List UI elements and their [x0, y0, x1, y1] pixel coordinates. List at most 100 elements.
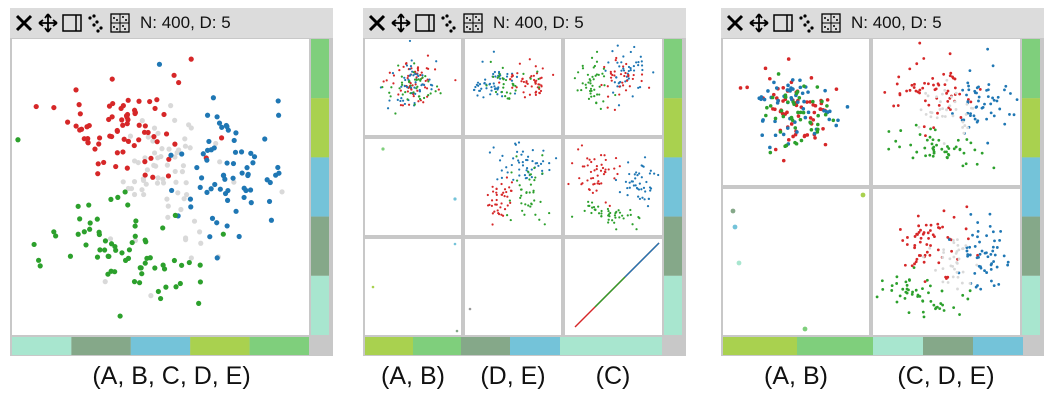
data-point — [607, 221, 610, 224]
scatter-plot-area[interactable] — [12, 39, 331, 355]
data-point — [533, 199, 536, 202]
data-point — [220, 172, 227, 178]
data-point — [968, 253, 972, 257]
data-point — [500, 202, 503, 205]
data-point — [783, 95, 788, 99]
data-point — [928, 246, 932, 250]
data-point — [623, 74, 626, 78]
scatter-window-3: N: 400, D: 5 — [721, 8, 1044, 356]
scatter-icon[interactable] — [84, 11, 108, 35]
data-point — [175, 190, 181, 196]
data-point — [634, 177, 637, 180]
data-point — [196, 229, 203, 235]
data-point — [108, 196, 114, 202]
data-point — [979, 266, 983, 270]
data-point — [626, 193, 629, 197]
data-point — [474, 85, 477, 89]
data-point — [437, 88, 440, 91]
data-point — [952, 147, 956, 151]
data-point — [172, 212, 178, 218]
matrix-icon[interactable] — [108, 11, 132, 35]
data-point — [614, 212, 617, 215]
data-point — [212, 181, 218, 188]
panel-icon[interactable] — [771, 11, 795, 35]
data-point — [599, 154, 603, 157]
data-point — [903, 296, 907, 300]
data-point — [210, 95, 216, 101]
data-point — [505, 190, 508, 194]
data-point — [591, 176, 595, 180]
data-point — [241, 194, 247, 201]
data-point — [534, 81, 537, 85]
data-point — [500, 169, 503, 172]
data-point — [155, 175, 161, 181]
data-point — [591, 191, 594, 194]
data-point — [86, 202, 92, 208]
scatter-matrix-area[interactable] — [723, 39, 1042, 355]
scatter-icon[interactable] — [437, 11, 461, 35]
data-point — [609, 76, 613, 79]
data-point — [492, 75, 495, 78]
data-point — [182, 143, 189, 149]
close-icon[interactable] — [723, 11, 747, 35]
data-point — [413, 103, 416, 106]
data-point — [595, 189, 598, 192]
data-point — [439, 92, 442, 95]
data-point — [629, 67, 632, 70]
data-point — [628, 85, 631, 88]
data-point — [923, 81, 926, 85]
data-point — [499, 206, 502, 209]
data-point — [581, 67, 585, 70]
data-point — [413, 101, 416, 105]
data-point — [200, 151, 206, 157]
data-point — [992, 260, 996, 263]
data-point — [796, 114, 801, 118]
data-point — [946, 235, 950, 239]
data-point — [251, 154, 258, 160]
data-point — [528, 178, 531, 181]
matrix-icon[interactable] — [461, 11, 485, 35]
data-point — [641, 196, 644, 199]
data-point — [764, 113, 768, 118]
data-point — [161, 111, 167, 118]
data-point — [501, 154, 504, 157]
data-point — [786, 100, 790, 104]
close-icon[interactable] — [365, 11, 389, 35]
data-point — [600, 83, 603, 87]
data-point — [520, 202, 523, 205]
data-point — [417, 78, 420, 81]
move-icon[interactable] — [389, 11, 413, 35]
data-point — [625, 79, 629, 82]
data-point — [276, 112, 282, 118]
data-point — [909, 143, 913, 147]
data-point — [831, 118, 836, 123]
data-point — [823, 112, 828, 117]
data-point — [640, 164, 643, 167]
close-icon[interactable] — [12, 11, 36, 35]
move-icon[interactable] — [747, 11, 771, 35]
scatter-icon[interactable] — [795, 11, 819, 35]
data-point — [947, 147, 951, 150]
data-point — [521, 150, 525, 153]
data-point — [736, 260, 742, 266]
dimension-color-bar — [1022, 157, 1040, 217]
data-point — [648, 186, 652, 189]
panel-icon[interactable] — [413, 11, 437, 35]
data-point — [800, 91, 805, 96]
data-point — [151, 162, 157, 168]
data-point — [598, 93, 601, 96]
data-point — [217, 186, 223, 192]
data-point — [422, 96, 426, 100]
data-point — [536, 70, 539, 73]
panel-icon[interactable] — [60, 11, 84, 35]
data-point — [911, 290, 914, 294]
data-point — [204, 112, 211, 118]
data-point — [917, 125, 921, 129]
data-point — [628, 186, 631, 189]
data-point — [523, 174, 527, 177]
scatter-matrix-area[interactable] — [365, 39, 684, 355]
data-point — [958, 92, 962, 96]
data-point — [991, 249, 995, 253]
move-icon[interactable] — [36, 11, 60, 35]
matrix-icon[interactable] — [819, 11, 843, 35]
